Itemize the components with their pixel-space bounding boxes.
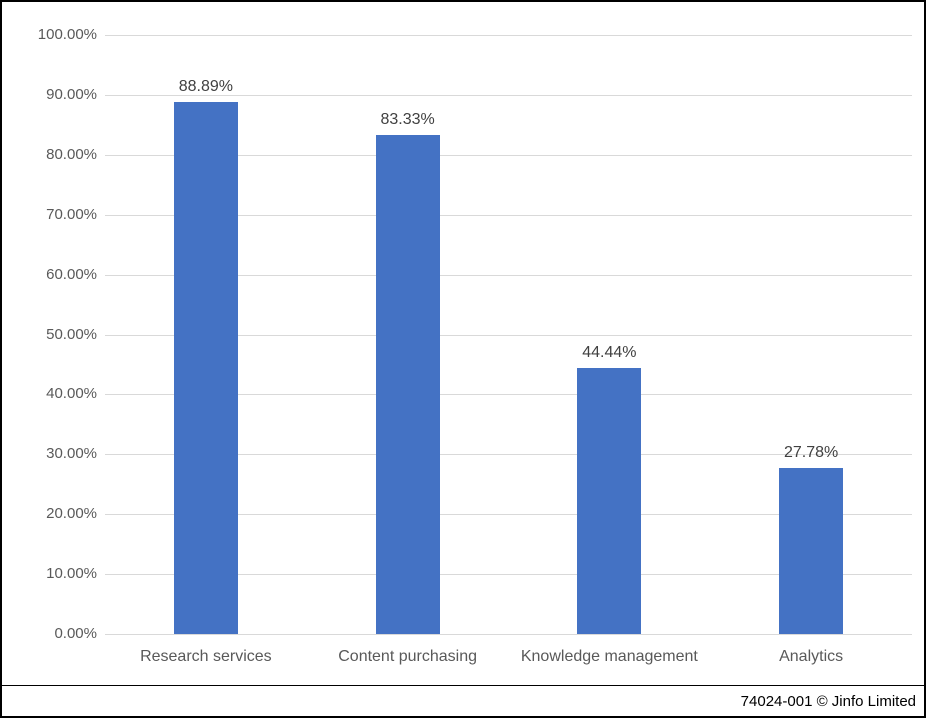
gridline [105,394,912,396]
x-tick-label: Knowledge management [520,648,698,665]
y-tick-label: 50.00% [46,325,97,343]
y-tick-label: 30.00% [46,445,97,463]
plot-area: 88.89% 83.33% 44.44% 27.78% [105,35,912,635]
bar-value-label: 44.44% [582,343,637,361]
bar-value-label: 83.33% [380,110,435,128]
bar-value-label: 27.78% [783,443,839,461]
y-tick-label: 60.00% [46,265,97,283]
bar [375,134,440,634]
y-tick-label: 40.00% [46,385,97,403]
footer-credit: 74024-001 © Jinfo Limited [740,692,916,710]
y-tick-label: 90.00% [46,85,97,103]
x-tick-label: Research services [140,648,272,665]
gridline [105,514,912,516]
bar-slot: 44.44% [509,35,711,634]
gridline [105,214,912,216]
gridline [105,35,912,36]
gridline [105,274,912,276]
gridline [105,574,912,576]
gridline [105,634,912,635]
y-tick-label: 70.00% [46,205,97,223]
bar-value-label: 88.89% [178,77,233,95]
y-tick-label: 80.00% [46,145,97,163]
gridline [105,454,912,456]
y-tick-label: 10.00% [46,565,97,583]
bar-slot: 88.89% [105,35,307,634]
footer: 74024-001 © Jinfo Limited [2,685,924,716]
bar-chart: 100.00% 90.00% 80.00% 70.00% 60.00% 50.00% 40.… [2,2,924,685]
bar [173,101,238,634]
y-axis: 100.00% 90.00% 80.00% 70.00% 60.00% 50.00% 40.… [2,26,97,642]
x-tick-label: Content purchasing [338,648,477,665]
y-tick-label: 20.00% [46,505,97,523]
bar-slot: 83.33% [307,35,509,634]
bar-slot: 27.78% [710,35,912,634]
gridline [105,334,912,336]
y-tick-label: 100.00% [37,26,97,43]
gridline [105,94,912,96]
bar [779,467,844,634]
y-tick-label: 0.00% [54,625,97,642]
gridline [105,154,912,156]
x-tick-label: Analytics [779,648,844,665]
bar [577,367,642,634]
x-axis: Research services Content purchasing Knowl… [105,646,912,670]
